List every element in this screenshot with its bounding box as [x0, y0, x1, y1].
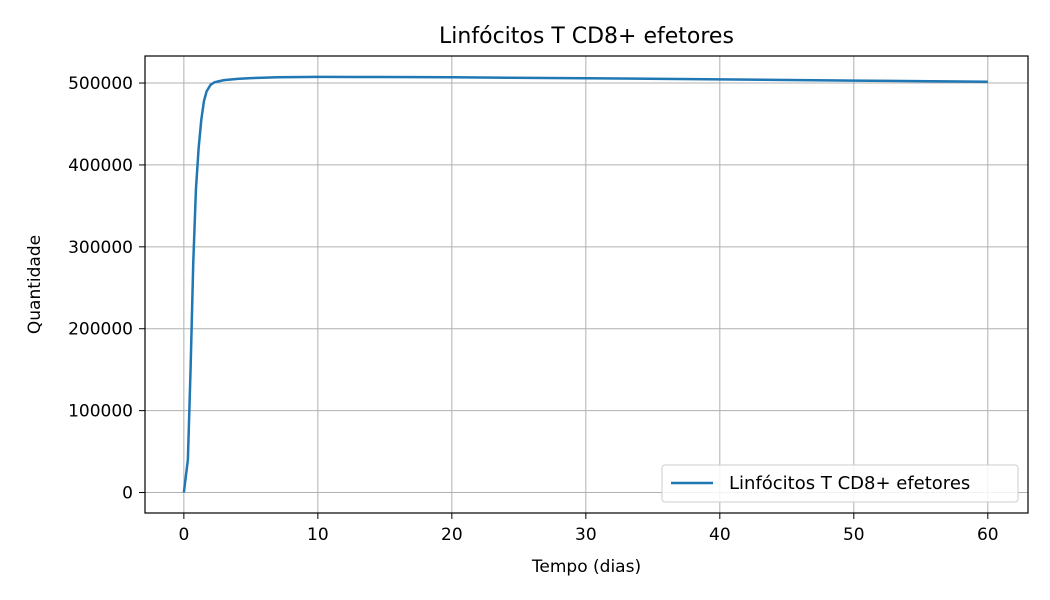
legend-label: Linfócitos T CD8+ efetores — [729, 473, 970, 494]
plot-frame — [144, 55, 1029, 514]
x-tick-label: 50 — [843, 525, 865, 545]
x-tick-label: 40 — [709, 525, 731, 545]
series-line — [182, 75, 988, 493]
y-tick-label: 300000 — [68, 238, 133, 258]
legend-box — [661, 464, 1019, 503]
y-tick-label: 100000 — [68, 402, 133, 422]
x-tick-label: 30 — [575, 525, 597, 545]
ticks: 0 10 20 30 40 50 60 0 100000 200000 300000 400000 50… — [68, 74, 999, 545]
legend: Linfócitos T CD8+ efetores — [661, 464, 1019, 503]
chart-title: Linfócitos T CD8+ efetores — [439, 24, 734, 49]
y-tick-label: 400000 — [68, 156, 133, 176]
series-layer — [182, 75, 988, 493]
y-axis-label: Quantidade — [25, 235, 45, 334]
x-tick-label: 10 — [307, 525, 329, 545]
y-tick-label: 0 — [122, 484, 133, 504]
x-tick-label: 20 — [441, 525, 463, 545]
y-tick-label: 500000 — [68, 74, 133, 94]
x-axis-label: Tempo (dias) — [531, 557, 641, 577]
x-tick-label: 0 — [178, 525, 189, 545]
y-tick-label: 200000 — [68, 320, 133, 340]
x-tick-label: 60 — [977, 525, 999, 545]
grid — [145, 56, 1028, 513]
